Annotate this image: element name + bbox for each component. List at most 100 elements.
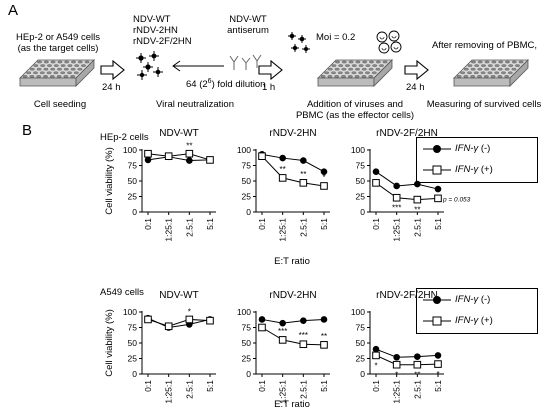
y-axis-label: Cell viability (%) <box>104 147 115 215</box>
plate-well <box>53 64 59 67</box>
plate-well <box>361 67 367 71</box>
annotation-significance: ** <box>414 206 420 215</box>
y-tick-label: 25 <box>242 192 252 202</box>
data-point-open <box>185 315 194 324</box>
annotation-significance: ** <box>280 165 286 174</box>
plate-well <box>362 60 368 64</box>
plate-side <box>75 59 95 87</box>
plate-well <box>473 71 479 75</box>
annotation-significance: *** <box>392 204 401 213</box>
plate-well <box>74 64 80 67</box>
legend-filled-circle-icon <box>423 296 451 304</box>
addition-caption: Addition of viruses and PBMC (as the eff… <box>290 99 420 121</box>
y-tick-label: 75 <box>356 323 366 333</box>
step-arrow-1-icon <box>100 60 125 80</box>
plate-well <box>470 75 476 78</box>
plate-well <box>480 71 486 75</box>
y-tick-label: 25 <box>242 354 252 364</box>
legend-series-1-suffix: (-) <box>480 294 491 305</box>
plate-well <box>470 67 476 71</box>
x-axis-label: E:T ratio <box>274 256 310 267</box>
plate-well <box>481 64 486 67</box>
plate-well <box>73 71 79 75</box>
data-point-open <box>206 156 214 164</box>
step-arrow-2-icon <box>258 60 283 80</box>
plate-well <box>50 67 56 71</box>
plate-well <box>494 71 500 75</box>
virus-list: NDV-WT rNDV-2HN rNDV-2F/2HN <box>133 14 192 47</box>
plate-well <box>505 60 510 64</box>
y-tick-label: 0 <box>360 369 365 379</box>
plate-well <box>491 60 497 64</box>
row-label-hep2: HEp-2 cells <box>100 132 149 143</box>
plate-well <box>477 60 483 64</box>
data-point-filled <box>372 168 380 175</box>
plate-well <box>70 75 76 78</box>
data-point-filled <box>320 316 328 323</box>
series-line <box>375 171 439 190</box>
arrow1-time: 24 h <box>102 82 121 93</box>
chart-panel: rNDV-2F/2HN 0 25 50 75 100 0:1 1:25:1 2.5:1 5:1 **… <box>351 128 471 242</box>
annotation-significance: ** <box>300 170 306 179</box>
y-axis-label: Cell viability (%) <box>104 309 115 377</box>
data-point-open <box>164 322 173 331</box>
plate-well <box>50 60 56 64</box>
y-tick-label: 0 <box>132 207 137 217</box>
antiserum-line2: antiserum <box>227 25 269 36</box>
x-tick-label: 2.5:1 <box>412 380 422 399</box>
chart-title: NDV-WT <box>159 290 198 301</box>
plate-well <box>335 60 340 64</box>
data-point-open <box>392 360 401 369</box>
data-point-open <box>392 193 401 202</box>
y-tick-label: 75 <box>242 323 252 333</box>
plate-well <box>463 67 469 71</box>
plate-well <box>327 75 333 78</box>
plate-well <box>33 64 39 67</box>
series-line <box>147 318 211 327</box>
panel-a-label: A <box>8 2 19 19</box>
legend-series-2: IFN-γ (+) <box>455 164 493 175</box>
plate-well <box>71 60 76 64</box>
plate-well <box>467 71 472 75</box>
plate-well <box>361 75 367 78</box>
plate-well <box>29 67 35 71</box>
y-tick-label: 0 <box>132 369 137 379</box>
data-point-open <box>413 360 422 369</box>
plate-well <box>484 67 490 71</box>
x-tick-label: 5:1 <box>319 218 329 230</box>
virus-label-rndv-2hn: rNDV-2HN <box>133 25 178 36</box>
virus-label-ndv-wt: NDV-WT <box>133 14 171 25</box>
chart-title: rNDV-2F/2HN <box>376 290 438 301</box>
x-tick-label: 1:25:1 <box>278 218 288 242</box>
plate-well <box>337 71 343 75</box>
plate-well <box>477 75 482 78</box>
arrow3-time: 24 h <box>406 82 425 93</box>
series-line <box>375 354 439 366</box>
dilution-prefix: 64 (2 <box>186 79 208 91</box>
data-point-open <box>413 195 422 204</box>
step-arrow-3-icon <box>404 60 429 80</box>
plate-well <box>338 64 344 67</box>
legend-open-square-icon <box>423 316 451 326</box>
data-point-open <box>320 341 328 349</box>
y-tick-label: 25 <box>356 354 366 364</box>
data-point-open <box>206 316 214 325</box>
plate-well <box>483 75 489 78</box>
antiserum-line1: NDV-WT <box>229 14 267 25</box>
plate-well <box>474 64 480 67</box>
x-tick-label: 0:1 <box>143 218 153 230</box>
plate-well <box>63 75 69 78</box>
y-tick-label: 75 <box>242 161 252 171</box>
legend-series-1-name: IFN-γ <box>455 294 479 305</box>
plate-well <box>355 67 360 71</box>
y-tick-label: 100 <box>351 145 365 155</box>
measuring-caption: Measuring of survived cells <box>426 99 542 110</box>
plate-well <box>355 60 361 64</box>
series-line <box>261 318 325 324</box>
plate-well <box>56 75 62 78</box>
plate-well <box>348 67 354 71</box>
x-tick-label: 1:25:1 <box>164 380 174 404</box>
plate-well <box>471 60 476 64</box>
plate-well <box>494 64 500 67</box>
